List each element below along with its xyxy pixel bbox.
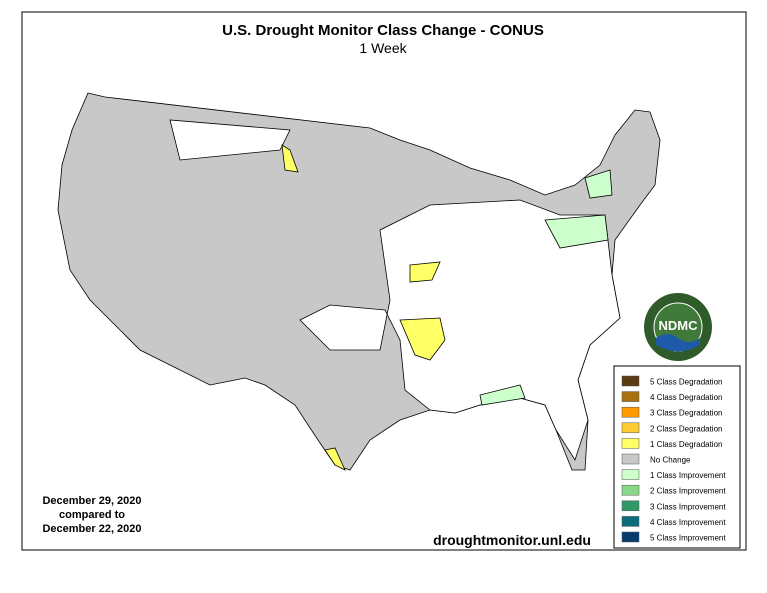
legend-label: No Change <box>650 456 691 465</box>
degradation-montana <box>281 144 299 173</box>
legend-label: 2 Class Degradation <box>650 424 722 433</box>
dates: December 29, 2020 compared to December 2… <box>42 495 141 535</box>
legend-label: 4 Class Improvement <box>650 518 726 527</box>
legend-swatch <box>621 375 640 387</box>
legend-label: 3 Class Improvement <box>650 502 726 511</box>
degradation-missouri <box>409 261 441 283</box>
improvement-newyork <box>584 169 613 199</box>
legend-label: 2 Class Improvement <box>650 487 726 496</box>
legend-swatch <box>621 516 640 527</box>
logo-water <box>656 334 700 352</box>
legend-swatch <box>621 500 640 512</box>
date-line: December 29, 2020 <box>42 495 141 507</box>
legend-swatch <box>621 469 640 480</box>
improvement-pennsylvania <box>544 214 609 249</box>
legend-label: 1 Class Degradation <box>650 440 722 449</box>
legend-swatch <box>621 453 640 465</box>
legend: 5 Class Degradation 4 Class Degradation 3 … <box>621 375 726 543</box>
improvement-gulf <box>479 384 526 406</box>
legend-swatch <box>621 406 640 418</box>
date-line: December 22, 2020 <box>42 523 141 535</box>
legend-label: 5 Class Degradation <box>650 378 722 387</box>
legend-swatch <box>621 422 640 434</box>
legend-label: 3 Class Degradation <box>650 409 722 418</box>
degradation-texas <box>324 447 346 471</box>
logo-text: NDMC <box>659 318 699 333</box>
date-line: compared to <box>59 509 125 521</box>
legend-swatch <box>621 484 640 496</box>
url: droughtmonitor.unl.edu <box>433 532 591 548</box>
degradation-arkansas <box>399 317 446 361</box>
legend-swatch <box>621 438 640 449</box>
title: U.S. Drought Monitor Class Change - CONU… <box>222 22 544 39</box>
legend-swatch <box>621 531 640 543</box>
subtitle: 1 Week <box>359 40 407 56</box>
us-map <box>57 92 661 471</box>
legend-swatch <box>621 391 640 402</box>
legend-label: 1 Class Improvement <box>650 471 726 480</box>
legend-label: 5 Class Improvement <box>650 534 726 543</box>
legend-label: 4 Class Degradation <box>650 393 722 402</box>
unchanged-north <box>169 119 291 161</box>
ndmc-logo: NDMC <box>644 293 712 361</box>
